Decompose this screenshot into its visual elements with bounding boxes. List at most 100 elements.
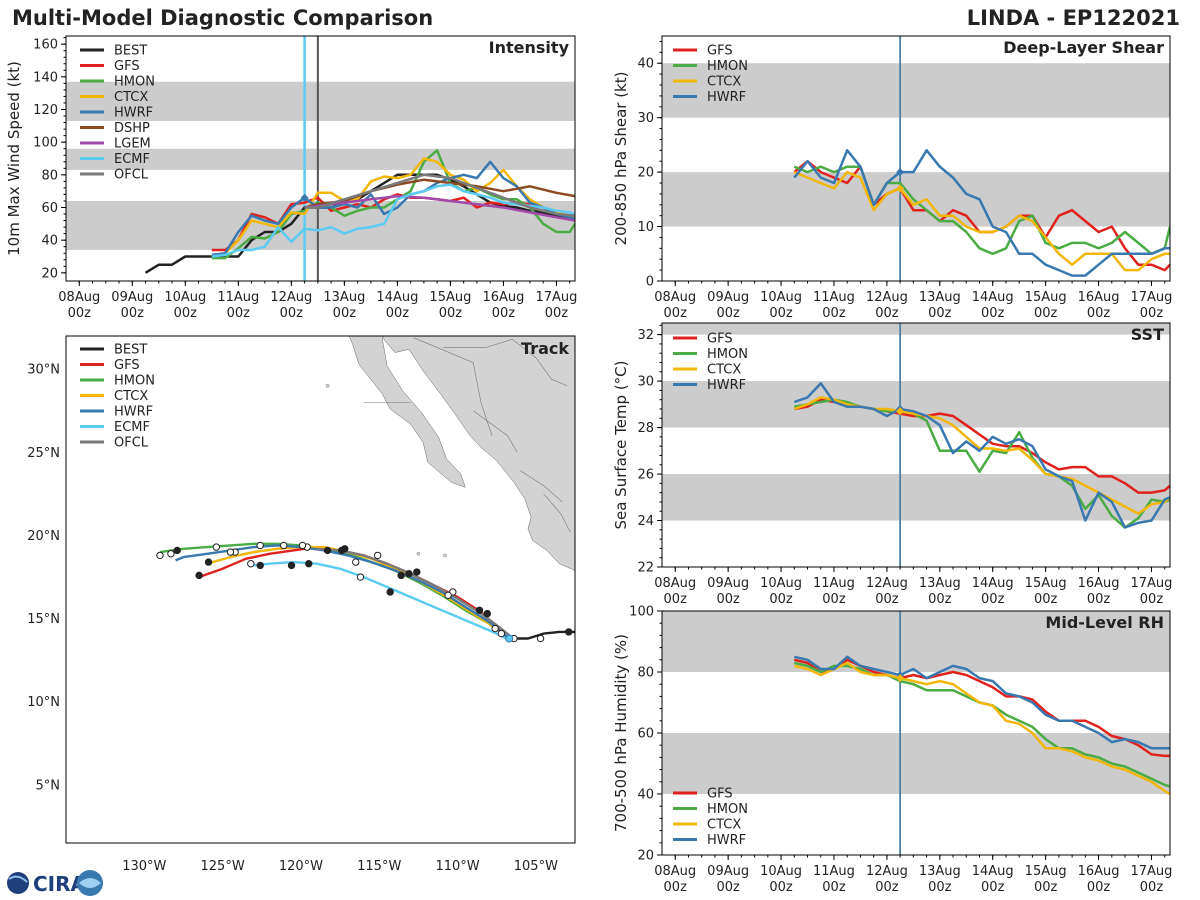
track-marker-open	[156, 551, 164, 560]
series-line-ctcx	[793, 170, 1170, 272]
x-tick-label-date: 17Aug	[535, 290, 577, 305]
land-island	[416, 551, 421, 556]
x-tick-label-date: 17Aug	[1131, 290, 1173, 305]
logo-globe-icon	[7, 872, 29, 894]
track-marker-open	[247, 560, 255, 568]
intensity-band	[66, 200, 575, 250]
y-tick-label: 40	[41, 234, 58, 249]
y-tick-label: 32	[637, 328, 654, 343]
track-marker-open	[352, 558, 360, 566]
x-tick-label-hour: 00z	[928, 592, 952, 607]
x-tick-label-date: 16Aug	[1078, 576, 1120, 591]
sst-plot-area	[662, 323, 1170, 567]
series-line-ctcx	[794, 661, 1170, 796]
track-line-ofcl	[316, 547, 510, 637]
legend-label-hwrf: HWRF	[114, 106, 153, 121]
legend-label-ctcx: CTCX	[114, 90, 148, 105]
x-tick-label-hour: 00z	[1034, 592, 1058, 607]
sst-band	[662, 381, 1170, 428]
legend-label-best: BEST	[114, 44, 147, 59]
x-tick-label-hour: 00z	[1087, 592, 1111, 607]
rh-band	[662, 611, 1170, 672]
track-marker-filled	[287, 561, 296, 570]
lon-tick-label: 120°W	[279, 859, 323, 874]
track-marker-open	[373, 551, 382, 560]
x-tick-label-hour: 00z	[769, 306, 793, 321]
y-tick-label: 100	[33, 136, 58, 151]
x-tick-label-date: 10Aug	[760, 576, 802, 591]
x-tick-label-hour: 00z	[1140, 592, 1164, 607]
x-tick-label-hour: 00z	[981, 592, 1005, 607]
x-tick-label-hour: 00z	[1087, 880, 1111, 895]
map-border	[413, 337, 493, 436]
legend-label-hmon: HMON	[707, 347, 748, 362]
init-marker-hwrf	[300, 193, 309, 202]
legend-label-hwrf: HWRF	[707, 833, 746, 848]
x-tick-label-date: 09Aug	[707, 864, 749, 879]
legend-label-lgem: LGEM	[114, 137, 151, 152]
intensity-plot-area	[66, 36, 575, 281]
track-marker-filled	[483, 609, 491, 618]
legend-label-ctcx: CTCX	[707, 363, 741, 378]
x-tick-label-date: 15Aug	[1025, 576, 1067, 591]
x-tick-label-date: 10Aug	[760, 864, 802, 879]
y-tick-label: 28	[637, 421, 654, 436]
legend-label-ctcx: CTCX	[707, 75, 741, 90]
y-axis-label: Sea Surface Temp (°C)	[612, 360, 630, 529]
x-tick-label-date: 12Aug	[866, 290, 908, 305]
x-tick-label-hour: 00z	[875, 592, 899, 607]
x-tick-label-date: 16Aug	[482, 290, 524, 305]
series-line-hwrf	[793, 382, 1170, 529]
legend-label-gfs: GFS	[114, 358, 140, 373]
legend-label-hmon: HMON	[114, 75, 155, 90]
x-tick-label-date: 13Aug	[919, 576, 961, 591]
y-tick-label: 100	[629, 605, 654, 620]
legend-label-best: BEST	[114, 343, 147, 358]
lon-tick-label: 125°W	[201, 859, 245, 874]
track-marker-filled	[305, 560, 313, 568]
x-tick-label-hour: 00z	[439, 306, 463, 321]
track-marker-filled	[475, 606, 484, 614]
x-tick-label-date: 14Aug	[376, 290, 418, 305]
track-panel: 130°W 125°W 120°W 115°W 110°W 105°W 5°N 10°N 15°…	[27, 335, 576, 874]
rh-band	[662, 733, 1170, 794]
x-tick-label-hour: 00z	[875, 880, 899, 895]
current-position-marker	[505, 634, 514, 643]
legend-label-ecmf: ECMF	[114, 420, 150, 435]
y-tick-label: 24	[637, 514, 654, 529]
x-tick-label-hour: 00z	[1034, 880, 1058, 895]
lon-tick-label: 115°W	[357, 859, 401, 874]
track-marker-open	[167, 550, 175, 558]
y-tick-label: 10	[637, 220, 654, 235]
lat-tick-label: 15°N	[27, 612, 60, 627]
x-tick-label-date: 12Aug	[866, 576, 908, 591]
track-marker-open	[298, 541, 307, 550]
track-marker-filled	[173, 546, 181, 555]
y-tick-label: 160	[33, 38, 58, 53]
cira-logo: CIRA	[7, 870, 103, 896]
x-tick-label-hour: 00z	[333, 306, 357, 321]
sst-band	[662, 474, 1170, 521]
land-mexico	[383, 336, 575, 571]
lon-tick-label: 110°W	[435, 859, 479, 874]
track-marker-open	[356, 573, 365, 581]
x-tick-label-date: 11Aug	[813, 864, 855, 879]
x-tick-label-date: 14Aug	[972, 864, 1014, 879]
shear-band	[662, 172, 1170, 227]
track-frame	[65, 335, 576, 844]
x-tick-label-hour: 00z	[664, 306, 688, 321]
y-tick-label: 120	[33, 103, 58, 118]
x-tick-label-date: 08Aug	[654, 864, 696, 879]
rh-panel: 2040608010008Aug00z09Aug00z10Aug00z11Aug…	[612, 605, 1172, 896]
x-tick-label-date: 16Aug	[1078, 864, 1120, 879]
series-line-hwrf	[793, 149, 1170, 277]
legend-label-ctcx: CTCX	[114, 389, 148, 404]
legend-label-ofcl: OFCL	[114, 436, 149, 451]
x-tick-label-hour: 00z	[664, 880, 688, 895]
lat-tick-label: 20°N	[27, 529, 60, 544]
y-tick-label: 80	[637, 666, 654, 681]
x-tick-label-hour: 00z	[769, 880, 793, 895]
x-tick-label-date: 12Aug	[866, 864, 908, 879]
track-marker-filled	[195, 571, 203, 580]
